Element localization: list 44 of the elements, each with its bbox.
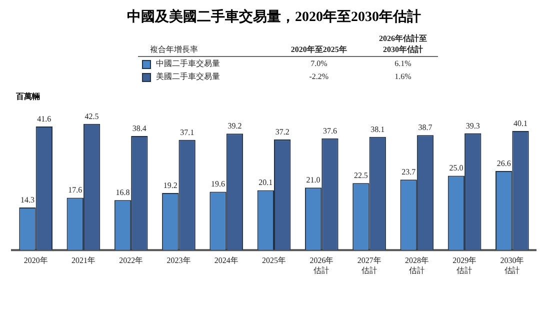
- data-label: 14.3: [20, 195, 34, 204]
- data-label: 38.1: [370, 124, 385, 134]
- x-tick-label: 2027年估計: [357, 256, 382, 276]
- data-label: 41.6: [37, 114, 52, 124]
- data-label: 19.2: [163, 180, 178, 190]
- x-tick-label: 2021年: [72, 256, 96, 266]
- data-label: 39.2: [228, 121, 242, 131]
- x-tick-label: 2030年估計: [500, 256, 524, 276]
- x-tick-label: 2025年: [262, 256, 286, 266]
- y-axis-title: 百萬輛: [16, 91, 41, 102]
- data-label: 17.6: [68, 186, 82, 195]
- text: 2020年至2025年: [290, 44, 348, 56]
- text: 7.0%: [310, 58, 328, 70]
- data-label: 26.6: [496, 158, 511, 168]
- data-label: 19.6: [211, 180, 226, 189]
- x-tick-label: 2023年: [166, 256, 191, 266]
- x-tick-label: 2029年估計: [452, 256, 476, 276]
- x-tick-label: 2024年: [214, 256, 238, 266]
- data-label: 21.0: [306, 175, 320, 185]
- x-tick-label: 2020年: [24, 256, 48, 266]
- data-label: 38.4: [132, 124, 146, 133]
- text: 2026年估計至2030年估計: [378, 33, 428, 56]
- x-tick-label: 2028年估計: [404, 256, 429, 276]
- legend-label: 中國二手車交易量: [156, 59, 220, 68]
- legend-label: 美國二手車交易量: [156, 72, 220, 81]
- x-tick-label: 2022年: [119, 256, 144, 266]
- data-label: 20.1: [258, 178, 273, 188]
- text: -2.2%: [308, 71, 330, 83]
- data-label: 37.1: [180, 128, 194, 137]
- data-label: 16.8: [116, 188, 130, 198]
- x-tick-label: 2026年估計: [310, 256, 334, 276]
- data-label: 40.1: [514, 118, 528, 128]
- text: 複合年增長率: [149, 44, 199, 56]
- text: 1.6%: [394, 71, 412, 83]
- data-label: 42.5: [84, 112, 99, 121]
- data-label: 38.7: [418, 122, 432, 132]
- chart-title: 中國及美國二手車交易量，2020年至2030年估計: [126, 8, 422, 26]
- text: 6.1%: [394, 58, 412, 70]
- data-label: 25.0: [449, 164, 464, 173]
- data-label: 37.6: [322, 126, 337, 136]
- data-label: 39.3: [466, 121, 480, 130]
- data-label: 37.2: [275, 127, 290, 137]
- data-label: 22.5: [354, 171, 368, 180]
- data-label: 23.7: [402, 167, 416, 177]
